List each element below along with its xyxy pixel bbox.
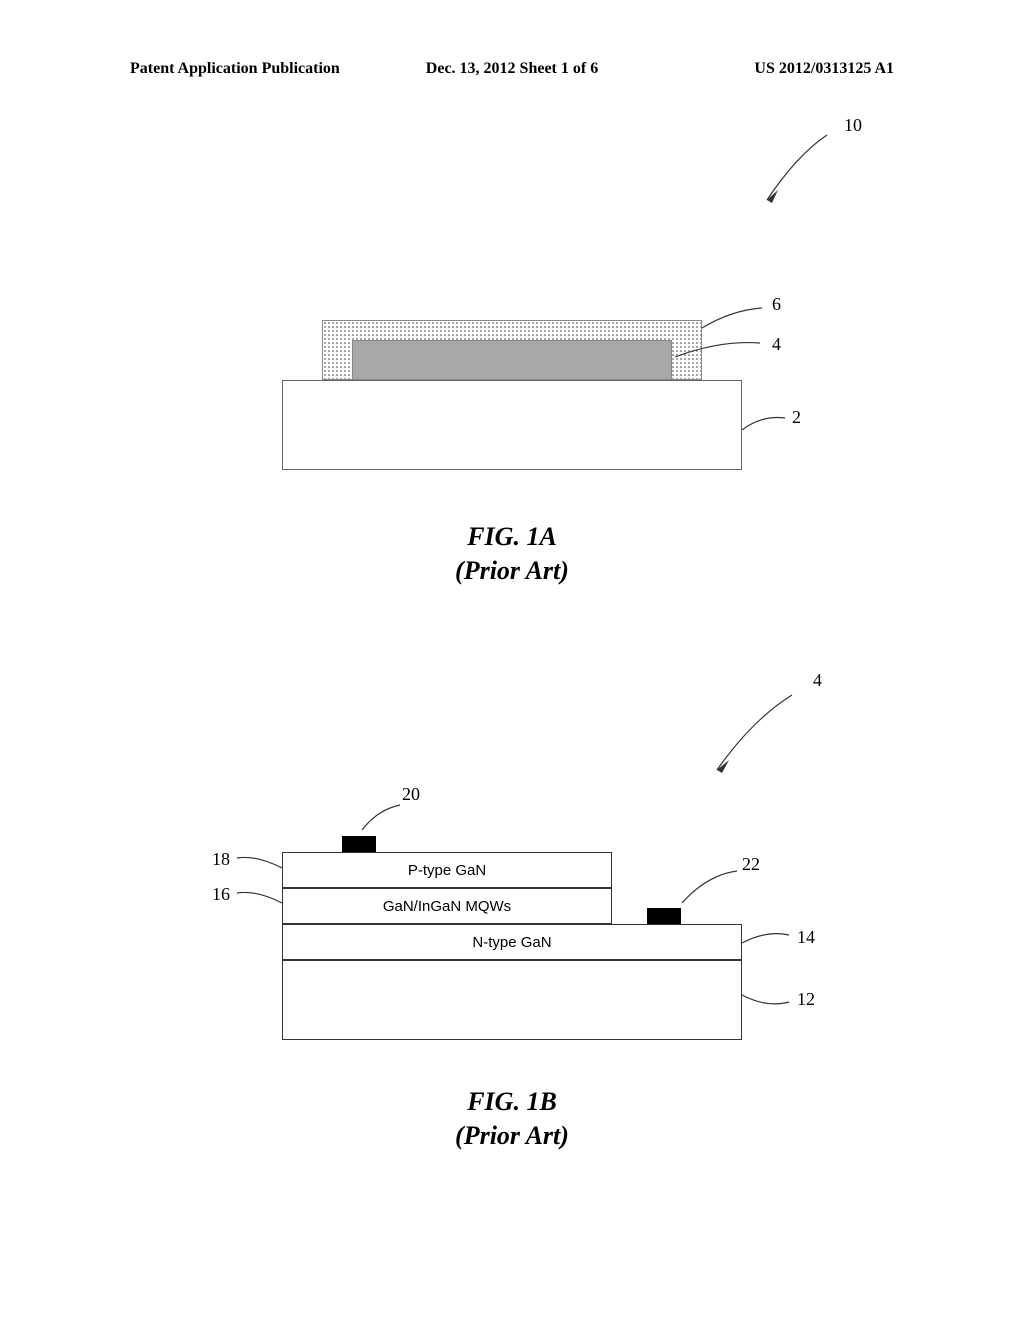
ref-label-4: 4 (772, 334, 781, 355)
header-left: Patent Application Publication (130, 60, 340, 78)
leader-12 (737, 980, 797, 1015)
fig1a-caption-line2: (Prior Art) (455, 554, 569, 588)
fig1b-caption-line1: FIG. 1B (455, 1085, 569, 1119)
fig1b-caption-line2: (Prior Art) (455, 1119, 569, 1153)
leader-22 (677, 865, 747, 910)
ref-label-18: 18 (212, 849, 230, 870)
fig1b-layer-14: N-type GaN (282, 924, 742, 960)
fig1b-layer14-text: N-type GaN (472, 934, 551, 951)
figure-1a: 10 6 4 2 (212, 170, 812, 470)
header-right: US 2012/0313125 A1 (754, 60, 894, 78)
leader-16 (232, 885, 292, 915)
leader-20 (352, 800, 412, 840)
fig1b-layer-16: GaN/InGaN MQWs (282, 888, 612, 924)
fig1b-contact-22 (647, 908, 681, 924)
ref-label-2: 2 (792, 407, 801, 428)
ref-label-6: 6 (772, 294, 781, 315)
ref-label-20: 20 (402, 784, 420, 805)
leader-6 (692, 300, 782, 340)
fig1a-caption-line1: FIG. 1A (455, 520, 569, 554)
leader-18 (232, 850, 292, 880)
header-center: Dec. 13, 2012 Sheet 1 of 6 (426, 60, 598, 78)
fig1a-layer-2 (282, 380, 742, 470)
fig1a-layer-4 (352, 340, 672, 380)
leader-2 (737, 410, 797, 445)
leader-4 (670, 335, 770, 370)
fig1b-caption: FIG. 1B (Prior Art) (455, 1085, 569, 1153)
figure-1b: N-type GaN GaN/InGaN MQWs P-type GaN 4 2… (202, 740, 822, 1040)
ref-label-12: 12 (797, 989, 815, 1010)
ref-arrow-10 (712, 125, 852, 245)
page-header: Patent Application Publication Dec. 13, … (0, 60, 1024, 78)
fig1b-layer-18: P-type GaN (282, 852, 612, 888)
fig1b-layer16-text: GaN/InGaN MQWs (383, 898, 511, 915)
fig1a-caption: FIG. 1A (Prior Art) (455, 520, 569, 588)
ref-label-10: 10 (844, 115, 862, 136)
fig1b-layer18-text: P-type GaN (408, 862, 486, 879)
leader-14 (737, 925, 797, 955)
ref-arrow-4 (672, 685, 812, 805)
ref-label-16: 16 (212, 884, 230, 905)
fig1b-layer-12 (282, 960, 742, 1040)
ref-label-4b: 4 (813, 670, 822, 691)
ref-label-14: 14 (797, 927, 815, 948)
ref-label-22: 22 (742, 854, 760, 875)
